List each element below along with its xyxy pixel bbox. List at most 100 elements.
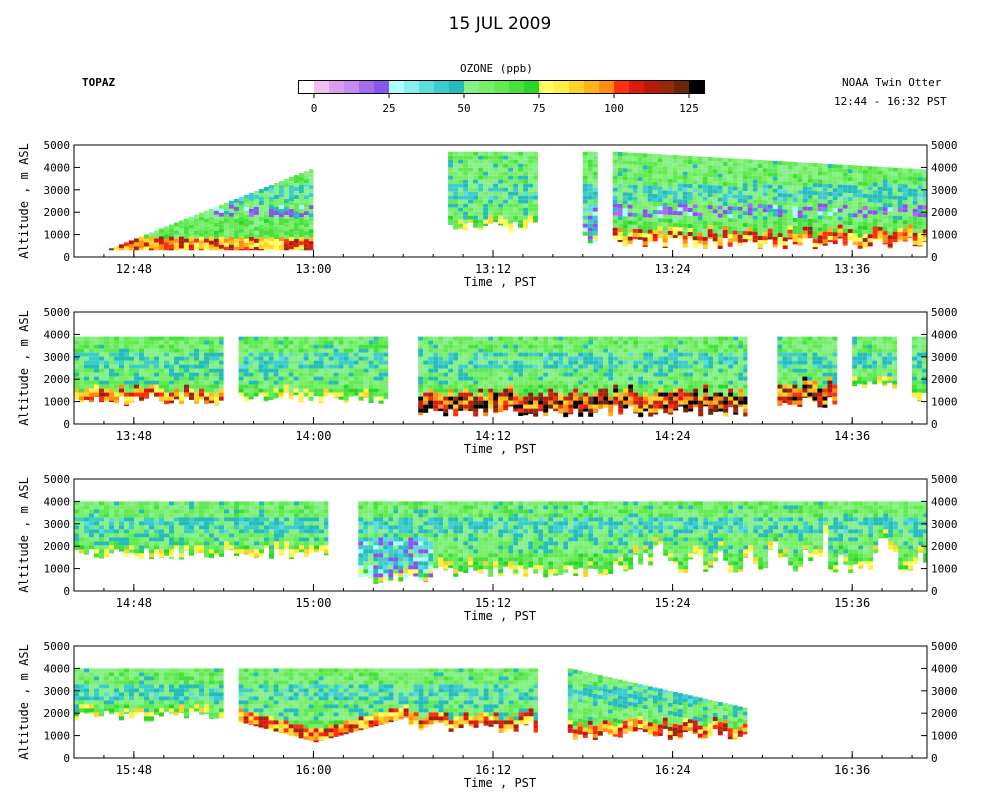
ozone-cell bbox=[368, 352, 374, 357]
ozone-cell bbox=[119, 348, 124, 353]
ozone-cell bbox=[912, 188, 918, 193]
ozone-cell bbox=[273, 235, 279, 239]
ozone-cell bbox=[288, 237, 294, 242]
ozone-cell bbox=[189, 364, 194, 369]
ozone-cell bbox=[582, 159, 588, 164]
ozone-cell bbox=[538, 388, 544, 393]
ozone-cell bbox=[179, 364, 184, 369]
ozone-cell bbox=[698, 388, 704, 393]
ozone-cell bbox=[587, 195, 593, 200]
ozone-cell bbox=[553, 388, 559, 393]
ozone-cell bbox=[308, 344, 314, 349]
ozone-cell bbox=[503, 179, 509, 184]
ozone-cell bbox=[463, 175, 469, 180]
ozone-cell bbox=[358, 360, 364, 365]
ozone-cell bbox=[787, 197, 793, 202]
ozone-cell bbox=[668, 404, 674, 409]
ozone-cell bbox=[667, 178, 673, 183]
ozone-cell bbox=[363, 340, 369, 345]
ozone-cell bbox=[592, 167, 598, 172]
ozone-cell bbox=[847, 205, 853, 210]
ozone-cell bbox=[622, 232, 628, 237]
ozone-cell bbox=[737, 186, 743, 191]
ozone-cell bbox=[518, 219, 524, 224]
ozone-cell bbox=[204, 340, 209, 345]
ozone-cell bbox=[743, 360, 748, 365]
ozone-cell bbox=[533, 207, 538, 212]
ozone-cell bbox=[718, 344, 724, 349]
ozone-cell bbox=[792, 214, 798, 218]
ozone-cell bbox=[837, 232, 843, 237]
ozone-cell bbox=[628, 348, 634, 353]
ozone-cell bbox=[832, 192, 838, 197]
ozone-cell bbox=[862, 214, 868, 218]
ozone-cell bbox=[827, 204, 833, 208]
ozone-cell bbox=[288, 372, 294, 377]
ozone-cell bbox=[124, 400, 129, 405]
ozone-cell bbox=[233, 238, 239, 243]
ozone-cell bbox=[617, 224, 623, 228]
ozone-cell bbox=[468, 364, 474, 369]
ozone-cell bbox=[842, 236, 848, 241]
ozone-cell bbox=[203, 210, 209, 215]
ozone-cell bbox=[124, 392, 129, 397]
ozone-cell bbox=[797, 384, 803, 389]
ozone-cell bbox=[797, 238, 803, 243]
ozone-cell bbox=[368, 384, 374, 389]
ozone-cell bbox=[718, 352, 724, 357]
ozone-cell bbox=[533, 167, 538, 172]
ozone-cell bbox=[807, 344, 813, 349]
ozone-cell bbox=[189, 392, 194, 397]
ozone-cell bbox=[458, 207, 464, 212]
ozone-cell bbox=[149, 336, 154, 341]
ozone-cell bbox=[483, 167, 489, 172]
ozone-cell bbox=[219, 360, 224, 365]
ozone-cell bbox=[587, 215, 593, 220]
ozone-cell bbox=[263, 207, 269, 211]
ozone-cell bbox=[682, 243, 688, 248]
ozone-cell bbox=[458, 384, 464, 389]
ozone-cell bbox=[463, 155, 469, 160]
ozone-cell bbox=[757, 212, 763, 216]
ozone-cell bbox=[792, 178, 798, 182]
ozone-cell bbox=[622, 152, 628, 157]
ozone-cell bbox=[268, 217, 274, 221]
ozone-cell bbox=[887, 179, 893, 184]
ozone-cell bbox=[308, 376, 314, 381]
ozone-cell bbox=[707, 157, 713, 162]
ozone-cell bbox=[592, 227, 598, 232]
ozone-cell bbox=[747, 195, 753, 200]
ozone-cell bbox=[508, 183, 514, 188]
ozone-cell bbox=[802, 222, 808, 227]
ozone-cell bbox=[792, 344, 798, 349]
ozone-cell bbox=[124, 340, 129, 345]
ozone-cell bbox=[762, 176, 768, 181]
ozone-cell bbox=[822, 203, 828, 208]
ozone-cell bbox=[703, 352, 709, 357]
ozone-cell bbox=[303, 215, 309, 220]
ozone-cell bbox=[733, 340, 739, 345]
ozone-cell bbox=[687, 192, 693, 196]
ozone-cell bbox=[603, 352, 609, 357]
ozone-cell bbox=[792, 238, 798, 242]
ozone-cell bbox=[902, 236, 908, 241]
ozone-cell bbox=[747, 175, 753, 180]
ozone-cell bbox=[298, 241, 304, 246]
ozone-cell bbox=[787, 340, 793, 345]
ozone-cell bbox=[473, 203, 479, 208]
ozone-cell bbox=[168, 244, 174, 249]
ozone-cell bbox=[443, 372, 449, 377]
ozone-cell bbox=[618, 360, 624, 365]
ozone-cell bbox=[208, 228, 214, 233]
ozone-cell bbox=[473, 336, 479, 341]
ozone-cell bbox=[922, 356, 927, 361]
ozone-cell bbox=[248, 204, 254, 209]
ozone-cell bbox=[797, 198, 803, 203]
ozone-cell bbox=[288, 356, 294, 361]
ozone-cell bbox=[263, 215, 269, 219]
ozone-cell bbox=[493, 219, 499, 223]
ozone-cell bbox=[812, 368, 818, 373]
ozone-cell bbox=[622, 184, 628, 189]
ozone-cell bbox=[743, 392, 748, 397]
ozone-cell bbox=[592, 239, 598, 243]
